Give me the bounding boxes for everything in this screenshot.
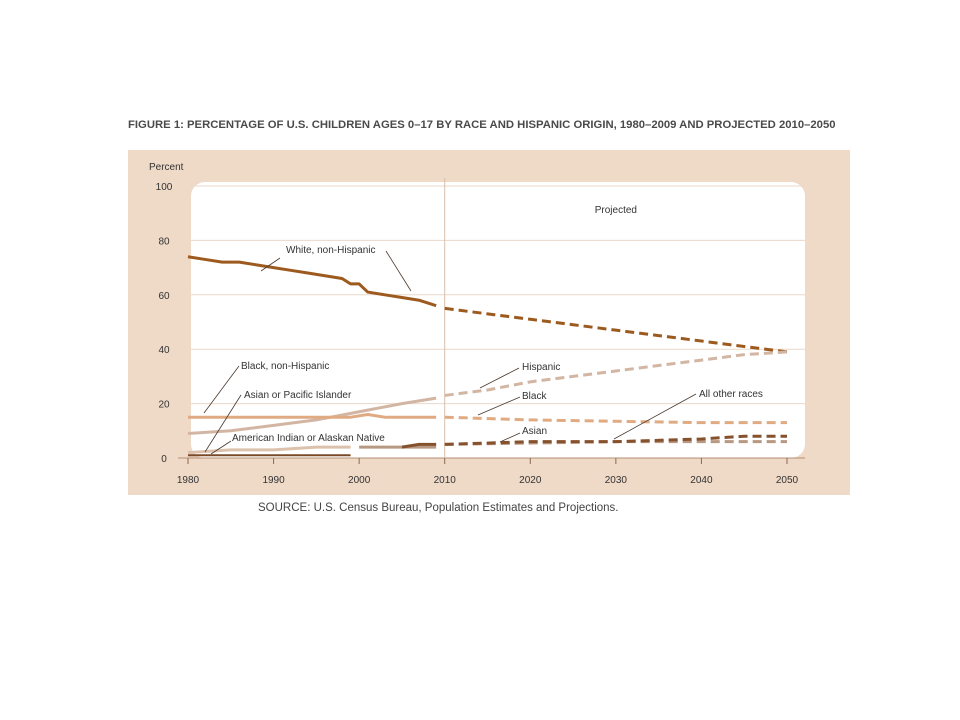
series-label-hispanic: Hispanic (522, 362, 560, 373)
series-lines (187, 255, 788, 457)
y-tick-label: 40 (158, 345, 170, 356)
x-tick-label: 2050 (776, 475, 799, 486)
series-label-amind: American Indian or Alaskan Native (232, 433, 385, 444)
series-line-black-projected (444, 415, 787, 425)
series-line-black-historical (188, 412, 437, 419)
series-line-hispanic-projected (444, 350, 788, 397)
plot-area (191, 182, 805, 458)
figure-title: FIGURE 1: PERCENTAGE OF U.S. CHILDREN AG… (128, 119, 836, 131)
x-tick-label: 2010 (434, 475, 457, 486)
series-label-asian: Asian (522, 426, 547, 437)
series-label-other: All other races (699, 389, 763, 400)
series-line-hispanic-historical (187, 396, 437, 436)
x-tick-label: 1980 (177, 475, 200, 486)
series-line-other-projected (444, 434, 787, 446)
leader-line-amind (210, 440, 232, 455)
y-tick-label: 100 (156, 182, 173, 193)
series-label-black-nh: Black, non-Hispanic (241, 361, 329, 372)
y-tick-label: 0 (161, 454, 167, 465)
series-label-asian-pi: Asian or Pacific Islander (244, 390, 352, 401)
leader-line-white-2 (385, 250, 412, 292)
leader-line-black (477, 396, 521, 416)
x-tick-label: 2000 (348, 475, 371, 486)
x-tick-label: 2030 (605, 475, 628, 486)
x-tick-label: 2020 (519, 475, 542, 486)
series-labels: Projected White, non-Hispanic Black, non-H… (203, 205, 763, 455)
x-tick-label: 2040 (690, 475, 713, 486)
series-label-white: White, non-Hispanic (286, 245, 375, 256)
leader-line-asian-pi (204, 394, 242, 453)
projected-annotation: Projected (595, 205, 637, 216)
y-tick-label: 60 (158, 291, 170, 302)
series-line-white-projected (444, 306, 788, 354)
y-tick-label: 80 (158, 236, 170, 247)
chart-panel: Percent 0 20 40 60 80 100 1980 1990 2000 2010 2020… (128, 150, 850, 495)
source-note: SOURCE: U.S. Census Bureau, Population E… (258, 502, 619, 514)
x-tick-label: 1990 (262, 475, 285, 486)
y-axis-title: Percent (149, 162, 184, 173)
series-line-other-historical (401, 442, 437, 449)
leader-line-black-nh (203, 365, 240, 414)
y-tick-label: 20 (158, 400, 170, 411)
leader-line-other (613, 393, 697, 440)
grid-lines (191, 185, 805, 405)
leader-line-asian (499, 432, 521, 443)
series-line-white-historical (187, 255, 437, 308)
leader-line-hispanic (479, 367, 520, 389)
leader-line-white (260, 257, 281, 272)
series-label-black: Black (522, 391, 547, 402)
